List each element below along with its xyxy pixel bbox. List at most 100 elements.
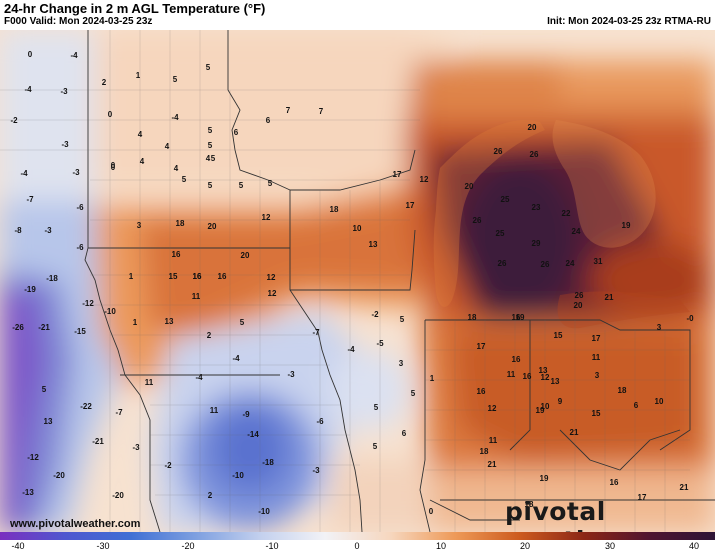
temperature-change-value: -9 <box>242 410 250 419</box>
temperature-change-value: 11 <box>507 370 516 379</box>
temperature-change-value: 26 <box>494 147 503 156</box>
temperature-change-value: -3 <box>61 140 69 149</box>
temperature-change-value: 1 <box>129 272 134 281</box>
temperature-change-value: 18 <box>618 386 627 395</box>
temperature-change-value: 25 <box>501 195 510 204</box>
temperature-change-value: -6 <box>76 243 84 252</box>
temperature-change-value: 5 <box>373 442 378 451</box>
colorbar-tick: -40 <box>11 541 25 551</box>
temperature-change-value: 20 <box>528 123 537 132</box>
temperature-change-value: 3 <box>657 323 662 332</box>
temperature-change-value: -4 <box>232 354 240 363</box>
temperature-change-value: 13 <box>369 240 378 249</box>
temperature-change-value: 21 <box>680 483 689 492</box>
temperature-change-value: -7 <box>115 408 123 417</box>
temperature-change-value: 16 <box>477 387 486 396</box>
temperature-change-value: 20 <box>465 182 474 191</box>
temperature-change-value: 11 <box>210 406 219 415</box>
temperature-change-value: 22 <box>562 209 571 218</box>
temperature-change-value: 20 <box>208 222 217 231</box>
temperature-change-value: -3 <box>60 87 68 96</box>
temperature-change-value: 13 <box>165 317 174 326</box>
temperature-change-value: 7 <box>319 107 324 116</box>
temperature-change-value: 18 <box>468 313 477 322</box>
temperature-change-value: -4 <box>20 169 28 178</box>
temperature-change-value: -7 <box>26 195 34 204</box>
great-lakes <box>433 120 690 329</box>
temperature-change-value: 31 <box>594 257 603 266</box>
temperature-change-value: -4 <box>195 373 203 382</box>
temperature-change-value: 17 <box>406 201 415 210</box>
temperature-change-value: 17 <box>638 493 647 502</box>
temperature-change-value: 6 <box>634 401 639 410</box>
temperature-change-value: 19 <box>540 474 549 483</box>
temperature-change-value: -12 <box>82 299 94 308</box>
temperature-change-value: 5 <box>208 141 213 150</box>
temperature-change-value: 18 <box>525 500 534 509</box>
temperature-change-value: 13 <box>44 417 53 426</box>
temperature-change-value: -2 <box>164 461 172 470</box>
temperature-change-value: 1 <box>136 71 141 80</box>
temperature-change-value: 12 <box>488 404 497 413</box>
temperature-change-value: 23 <box>532 203 541 212</box>
temperature-change-value: 11 <box>489 436 498 445</box>
temperature-change-value: 1 <box>430 374 435 383</box>
temperature-change-value: 26 <box>473 216 482 225</box>
temperature-change-value: 13 <box>551 377 560 386</box>
temperature-change-value: -2 <box>371 310 379 319</box>
temperature-change-value: 2 <box>208 491 213 500</box>
colorbar-tick: 30 <box>604 541 616 551</box>
temperature-change-value: -4 <box>347 345 355 354</box>
temperature-change-value: 12 <box>420 175 429 184</box>
temperature-change-value: 10 <box>353 224 362 233</box>
colorbar-strip <box>0 532 715 540</box>
temperature-change-value: -3 <box>44 226 52 235</box>
temperature-change-value: 1 <box>133 318 138 327</box>
temperature-change-value: -26 <box>12 323 24 332</box>
temperature-change-value: 12 <box>268 289 277 298</box>
temperature-change-value: 16 <box>523 372 532 381</box>
temperature-change-value: -10 <box>232 471 244 480</box>
map-title: 24-hr Change in 2 m AGL Temperature (°F) <box>4 1 266 16</box>
temperature-change-value: 5 <box>239 181 244 190</box>
temperature-change-value: -10 <box>258 507 270 516</box>
temperature-change-value: 6 <box>266 116 271 125</box>
temperature-change-value: 24 <box>566 259 575 268</box>
temperature-change-value: 3 <box>137 221 142 230</box>
temperature-change-value: 16 <box>512 355 521 364</box>
temperature-change-value: -3 <box>132 443 140 452</box>
temperature-change-value: 24 <box>572 227 581 236</box>
temperature-change-value: -3 <box>312 466 320 475</box>
temperature-change-value: 19 <box>516 313 525 322</box>
temperature-change-value: 4 <box>206 154 211 163</box>
temperature-change-value: 4 <box>140 157 145 166</box>
temperature-change-value: 5 <box>268 179 273 188</box>
temperature-change-value: 9 <box>558 397 563 406</box>
temperature-change-value: 5 <box>211 154 216 163</box>
temperature-change-value: 16 <box>172 250 181 259</box>
temperature-change-value: 0 <box>108 110 113 119</box>
temperature-change-value: 5 <box>374 403 379 412</box>
temperature-change-value: 19 <box>536 406 545 415</box>
temperature-change-value: -6 <box>316 417 324 426</box>
temperature-change-value: 5 <box>208 181 213 190</box>
temperature-change-value: 16 <box>218 272 227 281</box>
temperature-change-value: -18 <box>46 274 58 283</box>
temperature-change-value: -14 <box>247 430 259 439</box>
colorbar-tick: 10 <box>435 541 447 551</box>
temperature-change-value: 5 <box>173 75 178 84</box>
temperature-change-value: 21 <box>488 460 497 469</box>
temperature-change-value: 5 <box>208 126 213 135</box>
temperature-change-value: 5 <box>42 385 47 394</box>
colorbar-tick: -30 <box>96 541 110 551</box>
temperature-change-value: 20 <box>241 251 250 260</box>
colorbar-tick: -10 <box>265 541 279 551</box>
temperature-change-value: 6 <box>402 429 407 438</box>
temperature-change-value: -2 <box>10 116 18 125</box>
temperature-change-value: 26 <box>541 260 550 269</box>
temperature-change-value: -21 <box>92 437 104 446</box>
temperature-change-value: 0 <box>28 50 33 59</box>
temperature-change-value: -20 <box>53 471 65 480</box>
temperature-change-value: 21 <box>605 293 614 302</box>
